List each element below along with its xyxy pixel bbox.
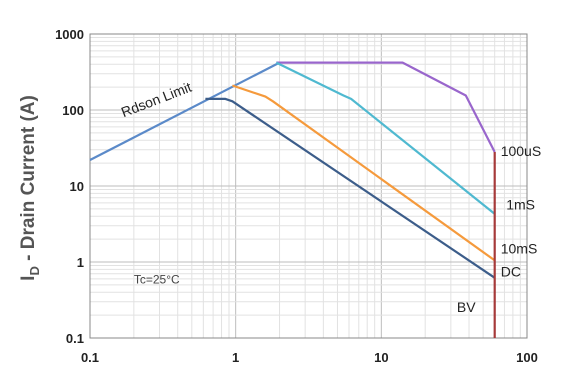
grid-lines: [89, 34, 527, 339]
series-line-dc: [205, 97, 496, 279]
series-line-100us: [276, 61, 496, 153]
plot-area-frame: [89, 33, 528, 339]
series-line-10ms: [232, 84, 496, 262]
x-tick-label: 100: [516, 350, 538, 365]
annotation-10ms: 10mS: [501, 240, 538, 256]
y-axis-label-subscript: D: [27, 266, 42, 275]
y-tick-label: 100: [62, 103, 84, 118]
tick-labels: 0.1 1 10 100 1000 100 10 1 0.1: [55, 27, 538, 365]
y-tick-label: 10: [70, 179, 84, 194]
annotation-bv: BV: [457, 299, 476, 315]
y-axis-label-main: I: [18, 276, 39, 281]
x-tick-label: 0.1: [81, 350, 99, 365]
series-line-rdson-limit: [89, 61, 281, 161]
y-axis-label-rest: - Drain Current (A): [18, 95, 39, 266]
y-tick-label: 0.1: [66, 331, 84, 346]
y-tick-label: 1: [77, 255, 84, 270]
annotation-dc: DC: [501, 264, 521, 280]
x-tick-label: 10: [374, 350, 388, 365]
annotation-tc-25-c: Tc=25°C: [134, 273, 180, 287]
y-axis-label: ID - Drain Current (A): [18, 95, 42, 281]
x-tick-label: 1: [232, 350, 239, 365]
series-group: [89, 61, 496, 338]
annotation-100us: 100uS: [501, 143, 541, 159]
annotation-1ms: 1mS: [506, 197, 535, 213]
y-tick-label: 1000: [55, 27, 84, 42]
series-line-1ms: [275, 61, 496, 215]
